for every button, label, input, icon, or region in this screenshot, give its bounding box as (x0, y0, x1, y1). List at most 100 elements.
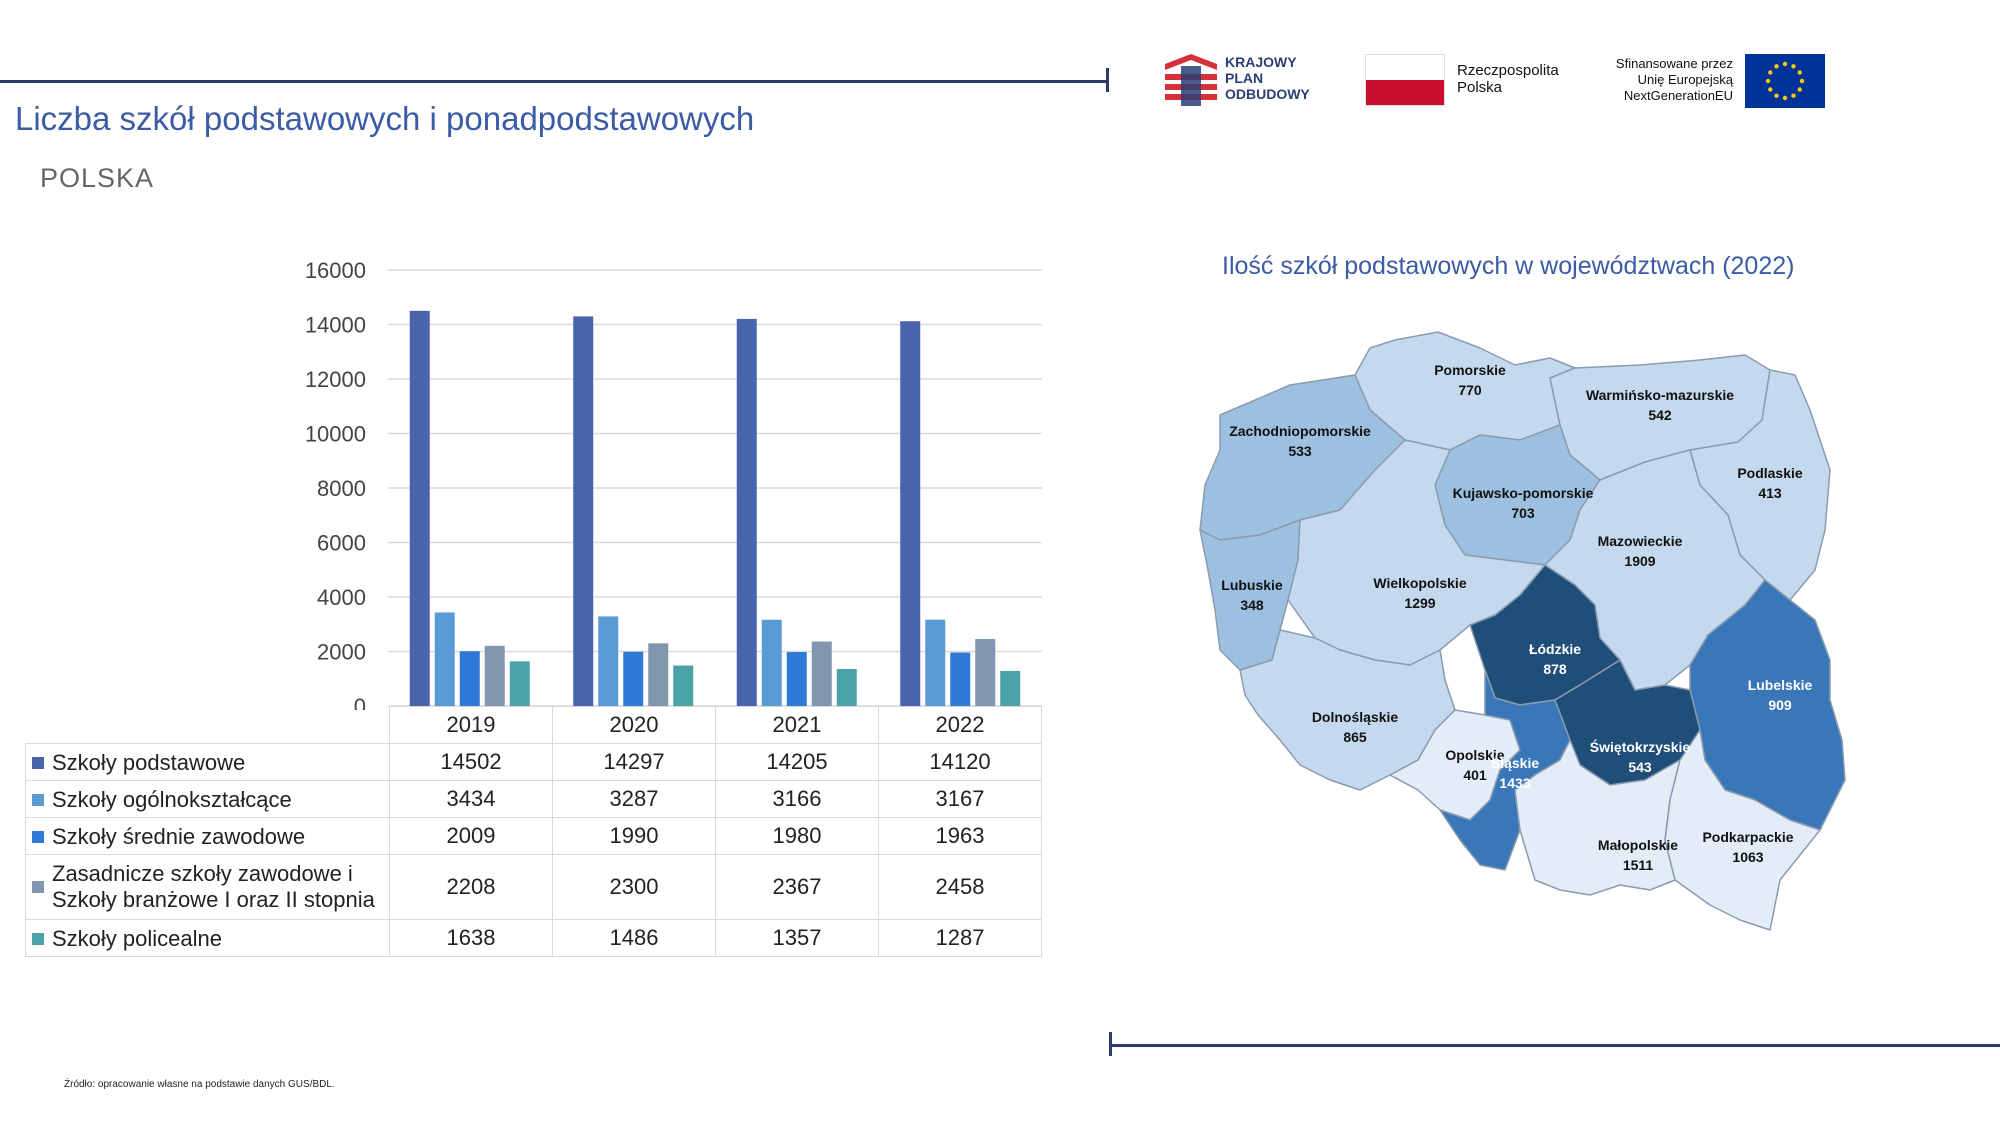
chart-data-table: 2019 2020 2021 2022 Szkoły podstawowe 14… (25, 706, 1042, 957)
y-tick-label: 6000 (317, 531, 366, 556)
region-name-label: Świętokrzyskie (1590, 738, 1691, 755)
map-title: Ilość szkół podstawowych w województwach… (1222, 252, 1795, 280)
region-name-label: Małopolskie (1598, 837, 1678, 853)
bar (673, 665, 694, 706)
bar (598, 616, 619, 706)
table-cell: 2367 (715, 854, 879, 920)
y-tick-label: 10000 (305, 422, 366, 447)
source-note: Źródło: opracowanie własne na podstawie … (64, 1079, 335, 1090)
bar (925, 619, 946, 706)
table-cell: 2009 (389, 817, 553, 855)
region-value-label: 348 (1240, 597, 1264, 613)
bar (648, 643, 669, 706)
region-name-label: Kujawsko-pomorskie (1453, 485, 1594, 501)
region-value-label: 1433 (1499, 775, 1530, 791)
table-row: Zasadnicze szkoły zawodowe i Szkoły bran… (25, 854, 1042, 920)
bar (623, 651, 644, 706)
table-cell: 1638 (389, 919, 553, 957)
region-name-label: Łódzkie (1529, 641, 1581, 657)
table-cell: 1963 (878, 817, 1042, 855)
table-header-cell: 2022 (878, 706, 1042, 744)
region-value-label: 1909 (1624, 553, 1655, 569)
table-cell: 1357 (715, 919, 879, 957)
region-value-label: 909 (1768, 697, 1792, 713)
bar (786, 652, 807, 706)
table-header-cell: 2021 (715, 706, 879, 744)
region-name-label: Mazowieckie (1598, 533, 1683, 549)
region-value-label: 413 (1758, 485, 1782, 501)
eu-flag-icon (1745, 54, 1825, 108)
bar (761, 619, 782, 706)
rp-logo-text: Rzeczpospolita Polska (1457, 62, 1559, 96)
table-cell: 3166 (715, 780, 879, 818)
table-cell: 3434 (389, 780, 553, 818)
bar (409, 310, 430, 706)
table-cell: 1990 (552, 817, 716, 855)
eu-star-icon (1797, 70, 1802, 75)
page-subtitle: POLSKA (40, 163, 155, 193)
eu-star-icon (1791, 93, 1796, 98)
bottom-rule (1110, 1044, 2000, 1047)
table-cell: 14120 (878, 743, 1042, 781)
eu-star-icon (1782, 61, 1788, 67)
table-header-cell: 2019 (389, 706, 553, 744)
region-value-label: 703 (1511, 505, 1535, 521)
series-swatch (32, 756, 44, 769)
region-value-label: 533 (1288, 443, 1312, 459)
region-name-label: Pomorskie (1434, 362, 1506, 378)
region-name-label: Śląskie (1491, 754, 1539, 771)
region-value-label: 543 (1628, 759, 1652, 775)
region-name-label: Lubuskie (1221, 577, 1283, 593)
map-region (1664, 729, 1821, 931)
polish-flag-icon (1365, 54, 1445, 106)
bottom-rule-tick (1109, 1032, 1112, 1056)
bar (573, 316, 594, 706)
y-tick-label: 12000 (305, 367, 366, 392)
region-name-label: Lubelskie (1748, 677, 1813, 693)
region-name-label: Zachodniopomorskie (1229, 423, 1371, 439)
bar (900, 321, 921, 706)
eu-star-icon (1782, 95, 1788, 101)
eu-star-icon (1765, 78, 1771, 84)
table-cell: 14205 (715, 743, 879, 781)
table-header-row: 2019 2020 2021 2022 (25, 706, 1042, 744)
region-value-label: 865 (1343, 729, 1367, 745)
table-cell: 2208 (389, 854, 553, 920)
bar (950, 652, 971, 706)
region-name-label: Podlaskie (1737, 465, 1803, 481)
region-value-label: 770 (1458, 382, 1482, 398)
region-name-label: Warmińsko-mazurskie (1586, 387, 1734, 403)
kpo-emblem-icon (1165, 54, 1217, 106)
bar (434, 612, 455, 706)
table-cell: 2458 (878, 854, 1042, 920)
table-cell: 3287 (552, 780, 716, 818)
region-name-label: Wielkopolskie (1373, 575, 1466, 591)
table-cell: 1287 (878, 919, 1042, 957)
eu-star-icon (1774, 93, 1779, 98)
table-cell: 1980 (715, 817, 879, 855)
eu-logo: Sfinansowane przez Unię Europejską NextG… (1588, 54, 1828, 108)
table-cell: 14297 (552, 743, 716, 781)
table-cell: 1486 (552, 919, 716, 957)
table-header-cell: 2020 (552, 706, 716, 744)
eu-star-icon (1768, 87, 1773, 92)
eu-star-icon (1791, 64, 1796, 69)
series-label: Szkoły ogólnokształcące (52, 786, 292, 812)
bar (509, 661, 530, 706)
y-tick-label: 0 (354, 694, 366, 710)
bar (736, 318, 757, 706)
table-row: Szkoły średnie zawodowe 2009 1990 1980 1… (25, 817, 1042, 855)
bar (975, 639, 996, 706)
table-row: Szkoły policealne 1638 1486 1357 1287 (25, 919, 1042, 957)
y-tick-label: 14000 (305, 313, 366, 338)
top-rule-tick (1106, 68, 1109, 92)
poland-map: Pomorskie 770 Warmińsko-mazurskie 542 Zachod… (1199, 331, 1846, 931)
bar (836, 669, 857, 706)
bar (484, 645, 505, 706)
bar (811, 641, 832, 706)
region-name-label: Podkarpackie (1702, 829, 1793, 845)
series-label: Zasadnicze szkoły zawodowe i Szkoły bran… (52, 861, 375, 912)
eu-star-icon (1774, 64, 1779, 69)
kpo-logo: KRAJOWY PLAN ODBUDOWY (1165, 54, 1335, 106)
series-label: Szkoły policealne (52, 925, 222, 951)
